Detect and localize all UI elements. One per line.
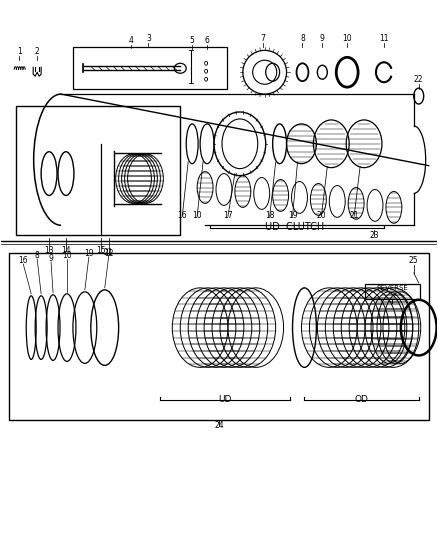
- Text: 10: 10: [343, 35, 352, 43]
- Text: 8: 8: [35, 251, 39, 260]
- Text: REVERSE: REVERSE: [376, 285, 408, 291]
- Text: 19: 19: [84, 249, 94, 258]
- Text: 9: 9: [49, 254, 53, 263]
- Text: 10: 10: [192, 211, 202, 220]
- Text: 10: 10: [62, 251, 72, 260]
- Text: 7: 7: [260, 35, 265, 43]
- Text: UD: UD: [218, 395, 232, 404]
- Text: 2: 2: [35, 47, 39, 56]
- Text: 9: 9: [320, 35, 325, 43]
- Text: 3: 3: [146, 35, 151, 43]
- Text: 1: 1: [17, 47, 21, 56]
- Text: 21: 21: [104, 248, 113, 257]
- Text: 22: 22: [414, 75, 424, 84]
- Text: 12: 12: [104, 249, 113, 258]
- Bar: [9, 253, 429, 420]
- Text: 16: 16: [177, 211, 187, 220]
- Bar: [16, 106, 180, 235]
- Text: 11: 11: [379, 35, 389, 43]
- Text: 5: 5: [190, 36, 194, 45]
- Text: UD  CLUTCH: UD CLUTCH: [265, 222, 324, 232]
- Text: 8: 8: [300, 35, 305, 43]
- Text: 13: 13: [44, 246, 54, 255]
- Text: 14: 14: [61, 246, 71, 255]
- Text: OD: OD: [354, 395, 368, 404]
- Text: 20: 20: [317, 211, 326, 220]
- Text: 17: 17: [223, 211, 233, 220]
- Text: 15: 15: [96, 246, 106, 255]
- Text: 4: 4: [128, 36, 133, 45]
- Text: 25: 25: [409, 256, 419, 265]
- Text: 23: 23: [369, 231, 379, 240]
- Text: 19: 19: [288, 211, 297, 220]
- Text: 18: 18: [265, 211, 275, 220]
- Text: 24: 24: [214, 421, 224, 430]
- Text: 21: 21: [350, 211, 359, 220]
- Text: 16: 16: [18, 256, 28, 265]
- Bar: [73, 47, 227, 89]
- Text: 6: 6: [205, 36, 209, 45]
- Bar: [365, 284, 420, 299]
